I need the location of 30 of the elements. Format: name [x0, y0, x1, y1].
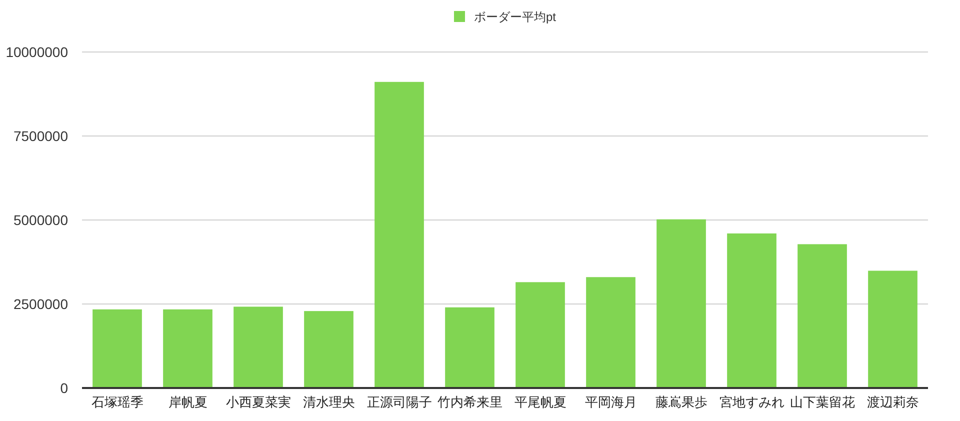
legend-label: ボーダー平均pt	[474, 10, 557, 24]
bar	[92, 309, 142, 388]
bar	[656, 219, 706, 388]
bar	[445, 307, 494, 388]
x-tick-label: 宮地すみれ	[719, 394, 784, 410]
bar	[727, 233, 776, 388]
bar	[586, 277, 636, 388]
x-tick-label: 竹内希来里	[437, 394, 502, 410]
y-tick-label: 10000000	[6, 44, 68, 60]
x-tick-label: 藤嶌果歩	[655, 394, 708, 410]
bar	[374, 82, 424, 388]
x-tick-label: 渡辺莉奈	[866, 394, 919, 410]
x-tick-label: 山下葉留花	[790, 394, 855, 410]
bar	[304, 311, 354, 388]
x-tick-label: 石塚瑶季	[91, 394, 144, 410]
y-tick-label: 0	[60, 380, 68, 396]
bar	[516, 282, 565, 388]
x-tick-label: 正源司陽子	[366, 394, 432, 410]
x-tick-label: 清水理央	[302, 394, 355, 410]
x-tick-label: 小西夏菜実	[226, 394, 291, 410]
x-tick-label: 平尾帆夏	[514, 394, 566, 410]
y-tick-label: 7500000	[13, 128, 68, 144]
y-tick-label: 2500000	[13, 296, 68, 312]
bar	[868, 270, 918, 388]
x-tick-label: 岸帆夏	[168, 394, 208, 410]
bar	[234, 306, 283, 388]
bar	[798, 244, 847, 388]
y-tick-label: 5000000	[13, 212, 68, 228]
bar	[163, 309, 212, 388]
x-tick-label: 平岡海月	[584, 394, 637, 410]
